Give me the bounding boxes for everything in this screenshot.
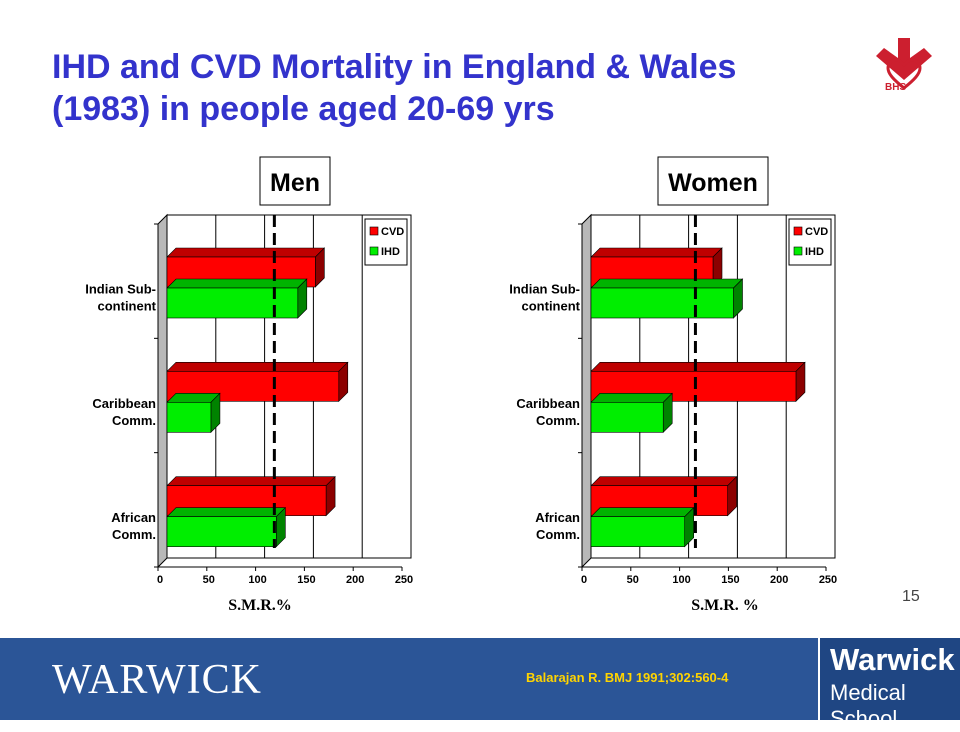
bhs-heart-arrow-icon [876, 38, 932, 90]
bar-ihd [590, 402, 664, 433]
category-label: Comm. [112, 527, 156, 542]
bar-top-cvd [590, 247, 723, 258]
category-label: continent [98, 299, 157, 314]
category-label: Indian Sub- [85, 282, 156, 297]
category-label: Comm. [112, 413, 156, 428]
bar-top-ihd [590, 393, 673, 403]
chart-title: Women [668, 169, 758, 197]
chart-title-box [657, 156, 769, 206]
category-label: Caribbean [516, 396, 580, 411]
bar-ihd [166, 516, 277, 547]
bar-top-ihd [590, 507, 695, 517]
slide-number: 15 [902, 588, 920, 605]
legend-swatch-ihd [793, 246, 803, 256]
category-label: continent [522, 299, 581, 314]
x-tick-label: 50 [627, 574, 639, 586]
bar-ihd [590, 287, 734, 319]
x-tick-label: 200 [346, 574, 364, 586]
category-label: African [111, 510, 156, 525]
x-tick-label: 100 [248, 574, 266, 586]
x-tick-label: 0 [581, 574, 587, 586]
legend-swatch-cvd [793, 226, 803, 236]
slide-title: IHD and CVD Mortality in England & Wales… [52, 46, 852, 130]
medical-school-logo: Warwick Medical School [818, 638, 960, 731]
slide-title-line1: IHD and CVD Mortality in England & Wales [52, 48, 737, 86]
bar-top-cvd [590, 362, 806, 372]
slide-title-line2: (1983) in people aged 20-69 yrs [52, 90, 555, 128]
bar-top-cvd [590, 476, 738, 486]
x-axis-label: S.M.R.% [228, 597, 292, 614]
legend-label-ihd: IHD [805, 246, 824, 258]
x-tick-label: 0 [157, 574, 163, 586]
citation: Balarajan R. BMJ 1991;302:560-4 [526, 670, 729, 685]
bar-top-cvd [166, 476, 336, 486]
bar-top-ihd [166, 507, 287, 517]
category-label: Indian Sub- [509, 282, 580, 297]
legend-box [788, 218, 832, 266]
legend-swatch-cvd [369, 226, 379, 236]
x-axis-label: S.M.R. % [691, 597, 759, 614]
bar-ihd [590, 516, 685, 547]
chart-title: Men [270, 169, 320, 197]
x-tick-label: 250 [395, 574, 413, 586]
charts-area: Men 0 50 100 150 200 250 Indian Sub-continent Ca… [85, 156, 837, 614]
legend-box [364, 218, 408, 266]
x-tick-label: 150 [721, 574, 739, 586]
legend-label-cvd: CVD [805, 226, 828, 238]
category-label: Caribbean [92, 396, 156, 411]
plot-side-wall [157, 213, 168, 569]
x-tick-label: 100 [672, 574, 690, 586]
x-tick-label: 200 [770, 574, 788, 586]
bar-ihd [166, 402, 212, 433]
category-label: Comm. [536, 527, 580, 542]
legend-swatch-ihd [369, 246, 379, 256]
category-label: African [535, 510, 580, 525]
warwick-logo: WARWICK [52, 657, 262, 703]
medical-school-logo-line2: Medical School [830, 680, 906, 731]
footer-bar: WARWICK Balarajan R. BMJ 1991;302:560-4 … [0, 638, 960, 731]
bar-top-ihd [166, 278, 308, 289]
chart-title-box [259, 156, 331, 206]
plot-side-wall [581, 213, 592, 569]
legend-label-cvd: CVD [381, 226, 404, 238]
x-tick-label: 250 [819, 574, 837, 586]
x-tick-label: 150 [297, 574, 315, 586]
medical-school-logo-line1: Warwick [830, 642, 955, 677]
category-label: Comm. [536, 413, 580, 428]
legend-label-ihd: IHD [381, 246, 400, 258]
x-tick-label: 50 [203, 574, 215, 586]
bar-ihd [166, 287, 299, 319]
bar-top-cvd [166, 362, 349, 372]
bar-top-cvd [166, 247, 326, 258]
bhs-logo-text: BHS [885, 82, 907, 93]
bar-top-ihd [590, 278, 744, 289]
